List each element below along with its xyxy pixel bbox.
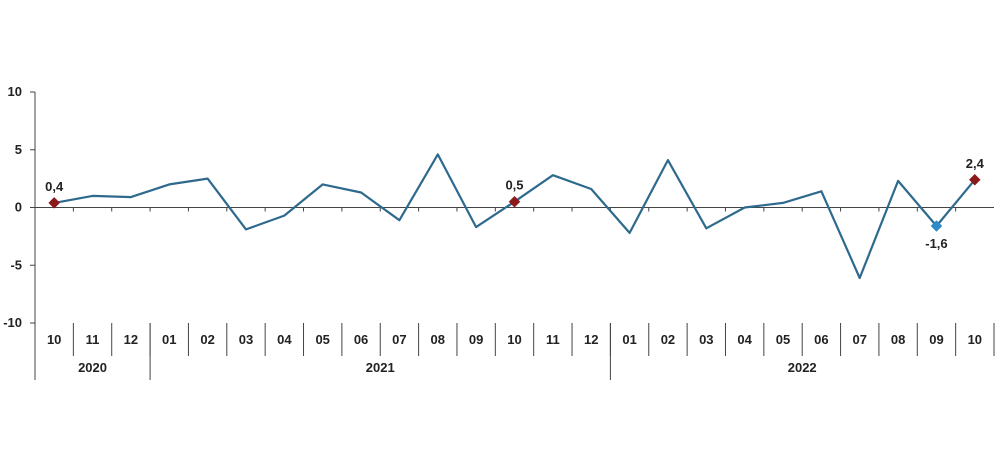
x-category-label: 04 [277,332,292,347]
highlight-marker [930,220,943,232]
x-category-label: 03 [699,332,713,347]
y-tick-label: 5 [15,142,22,157]
x-category-label: 12 [584,332,598,347]
data-label: -1,6 [925,236,947,251]
highlight-markers: 0,4 0,5 -1,6 2,4 [45,156,984,251]
y-tick-label: 0 [15,200,22,215]
x-category-label: 09 [469,332,483,347]
y-tick-label: -10 [3,315,22,330]
x-category-label: 11 [86,332,100,347]
x-category-label: 01 [162,332,176,347]
series-line [54,153,976,280]
x-category-label: 11 [546,332,560,347]
data-label: 2,4 [966,156,985,171]
x-category-label: 12 [124,332,138,347]
year-label: 2020 [78,360,107,375]
x-category-label: 10 [507,332,521,347]
y-axis-ticks: 10 5 0 -5 -10 [3,84,35,330]
highlight-marker [48,197,61,209]
x-category-label: 05 [315,332,329,347]
x-category-label: 08 [431,332,445,347]
x-category-label: 03 [239,332,253,347]
x-category-label: 06 [354,332,368,347]
year-label: 2021 [366,360,395,375]
x-category-label: 10 [47,332,61,347]
x-category-label: 10 [968,332,982,347]
y-tick-label: -5 [10,257,22,272]
x-category-label: 04 [737,332,752,347]
x-category-label: 06 [814,332,828,347]
x-category-label: 08 [891,332,905,347]
x-category-label: 09 [929,332,943,347]
highlight-marker [508,195,521,208]
highlight-marker [968,173,981,186]
year-label: 2022 [788,360,817,375]
x-category-label: 02 [200,332,214,347]
y-tick-label: 10 [8,84,22,99]
x-category-label: 07 [392,332,406,347]
x-category-label: 02 [661,332,675,347]
x-category-label: 05 [776,332,790,347]
x-category-label: 01 [622,332,636,347]
x-category-label: 07 [853,332,867,347]
x-axis-categories: 10 11 12 01 02 03 04 05 06 07 08 09 10 11 12 01 02 03 04 05… [34,323,995,380]
series-line-group [54,153,976,280]
data-label: 0,5 [505,178,523,193]
data-label: 0,4 [45,179,64,194]
